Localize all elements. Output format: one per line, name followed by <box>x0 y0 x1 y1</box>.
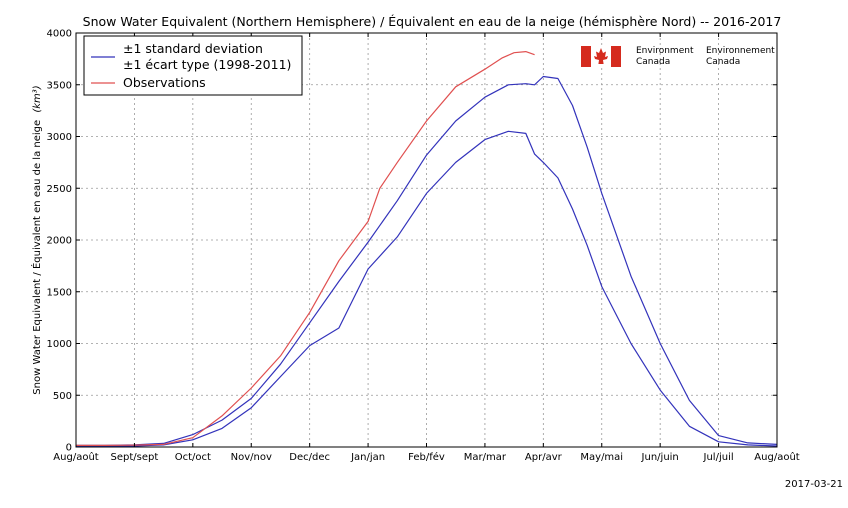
legend-obs-label: Observations <box>123 75 206 90</box>
chart-title: Snow Water Equivalent (Northern Hemisphe… <box>83 14 782 29</box>
y-tick-label: 3500 <box>47 80 72 91</box>
maple-leaf-icon <box>594 48 608 64</box>
logo-en-line2: Canada <box>636 57 670 67</box>
observations-line <box>76 50 535 446</box>
y-tick-label: 500 <box>53 391 72 402</box>
x-tick-label: Aug/août <box>53 451 98 463</box>
legend: ±1 standard deviation ±1 écart type (199… <box>83 35 303 96</box>
y-tick-label: 0 <box>66 443 72 454</box>
x-tick-label: Jan/jan <box>350 452 385 463</box>
grid <box>76 33 777 447</box>
svg-text:Snow Water Equivalent / Équiva: Snow Water Equivalent / Équivalent en ea… <box>30 85 43 394</box>
y-tick-label: 1500 <box>47 287 72 298</box>
legend-std-label-2: ±1 écart type (1998-2011) <box>123 57 291 72</box>
logo-en-line1: Environment <box>636 46 694 56</box>
x-tick-label: May/mai <box>580 452 623 463</box>
std-lower-line <box>76 130 778 447</box>
logo-fr-line2: Canada <box>706 57 740 67</box>
environment-canada-logo: Environment Canada Environnement Canada <box>581 46 775 67</box>
x-tick-label: Oct/oct <box>175 452 211 463</box>
x-tick-label: Jul/juil <box>703 452 734 463</box>
generated-date: 2017-03-21 <box>785 479 843 490</box>
axis-ticks: 0 500 1000 1500 2000 2500 3000 3500 4000 Aug/août… <box>47 29 800 464</box>
y-tick-label: 2000 <box>47 236 72 247</box>
logo-fr-line1: Environnement <box>706 46 775 56</box>
flag-right-bar <box>611 46 621 67</box>
flag-left-bar <box>581 46 591 67</box>
y-axis-label: Snow Water Equivalent / Équivalent en ea… <box>30 85 43 394</box>
y-tick-label: 4000 <box>47 29 72 40</box>
y-tick-label: 3000 <box>47 132 72 143</box>
x-tick-label: Feb/fév <box>408 451 445 463</box>
y-tick-label: 1000 <box>47 339 72 350</box>
x-tick-label: Jun/juin <box>641 452 679 463</box>
x-tick-label: Mar/mar <box>464 452 507 463</box>
y-axis-unit: (km³) <box>32 85 43 112</box>
x-tick-label: Apr/avr <box>525 452 563 463</box>
y-axis-label-text: Snow Water Equivalent / Équivalent en ea… <box>30 120 43 395</box>
y-tick-label: 2500 <box>47 184 72 195</box>
std-upper-line <box>76 75 778 446</box>
legend-box <box>83 35 303 96</box>
series-lines <box>76 50 778 447</box>
x-tick-label: Aug/août <box>754 451 799 463</box>
legend-std-label-1: ±1 standard deviation <box>123 41 263 56</box>
x-tick-label: Dec/dec <box>289 452 330 463</box>
x-tick-label: Sept/sept <box>111 452 159 463</box>
x-tick-label: Nov/nov <box>231 452 272 463</box>
